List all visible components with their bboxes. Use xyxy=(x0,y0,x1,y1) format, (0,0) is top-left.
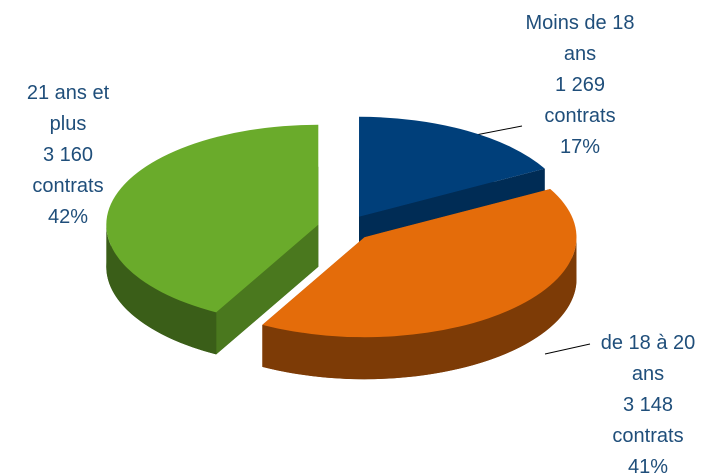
slice xyxy=(262,189,577,380)
data-label: de 18 à 20 ans 3 148 contrats 41% xyxy=(588,328,708,473)
slice-wall xyxy=(106,224,217,355)
label-line: contrats xyxy=(32,175,104,197)
label-line: de 18 à 20 ans xyxy=(600,332,696,385)
slice-wall xyxy=(262,237,577,380)
slice-top xyxy=(262,189,577,338)
slice-top xyxy=(106,124,319,313)
slice xyxy=(106,124,319,355)
label-line: 17% xyxy=(559,136,601,158)
label-line: 3 148 xyxy=(622,394,674,416)
label-line: Moins de 18 ans xyxy=(525,12,635,65)
label-line: 1 269 xyxy=(554,74,606,96)
label-line: 3 160 xyxy=(42,144,94,166)
slice-top xyxy=(359,116,545,217)
label-line: contrats xyxy=(544,105,616,127)
label-line: 21 ans et plus xyxy=(26,82,110,135)
leader-line xyxy=(544,343,591,355)
slice-edge xyxy=(216,224,319,355)
label-line: contrats xyxy=(612,425,684,447)
data-label: 21 ans et plus 3 160 contrats 42% xyxy=(18,78,118,233)
data-label: Moins de 18 ans 1 269 contrats 17% xyxy=(515,8,645,163)
label-line: 41% xyxy=(627,456,669,473)
label-line: 42% xyxy=(47,206,89,228)
